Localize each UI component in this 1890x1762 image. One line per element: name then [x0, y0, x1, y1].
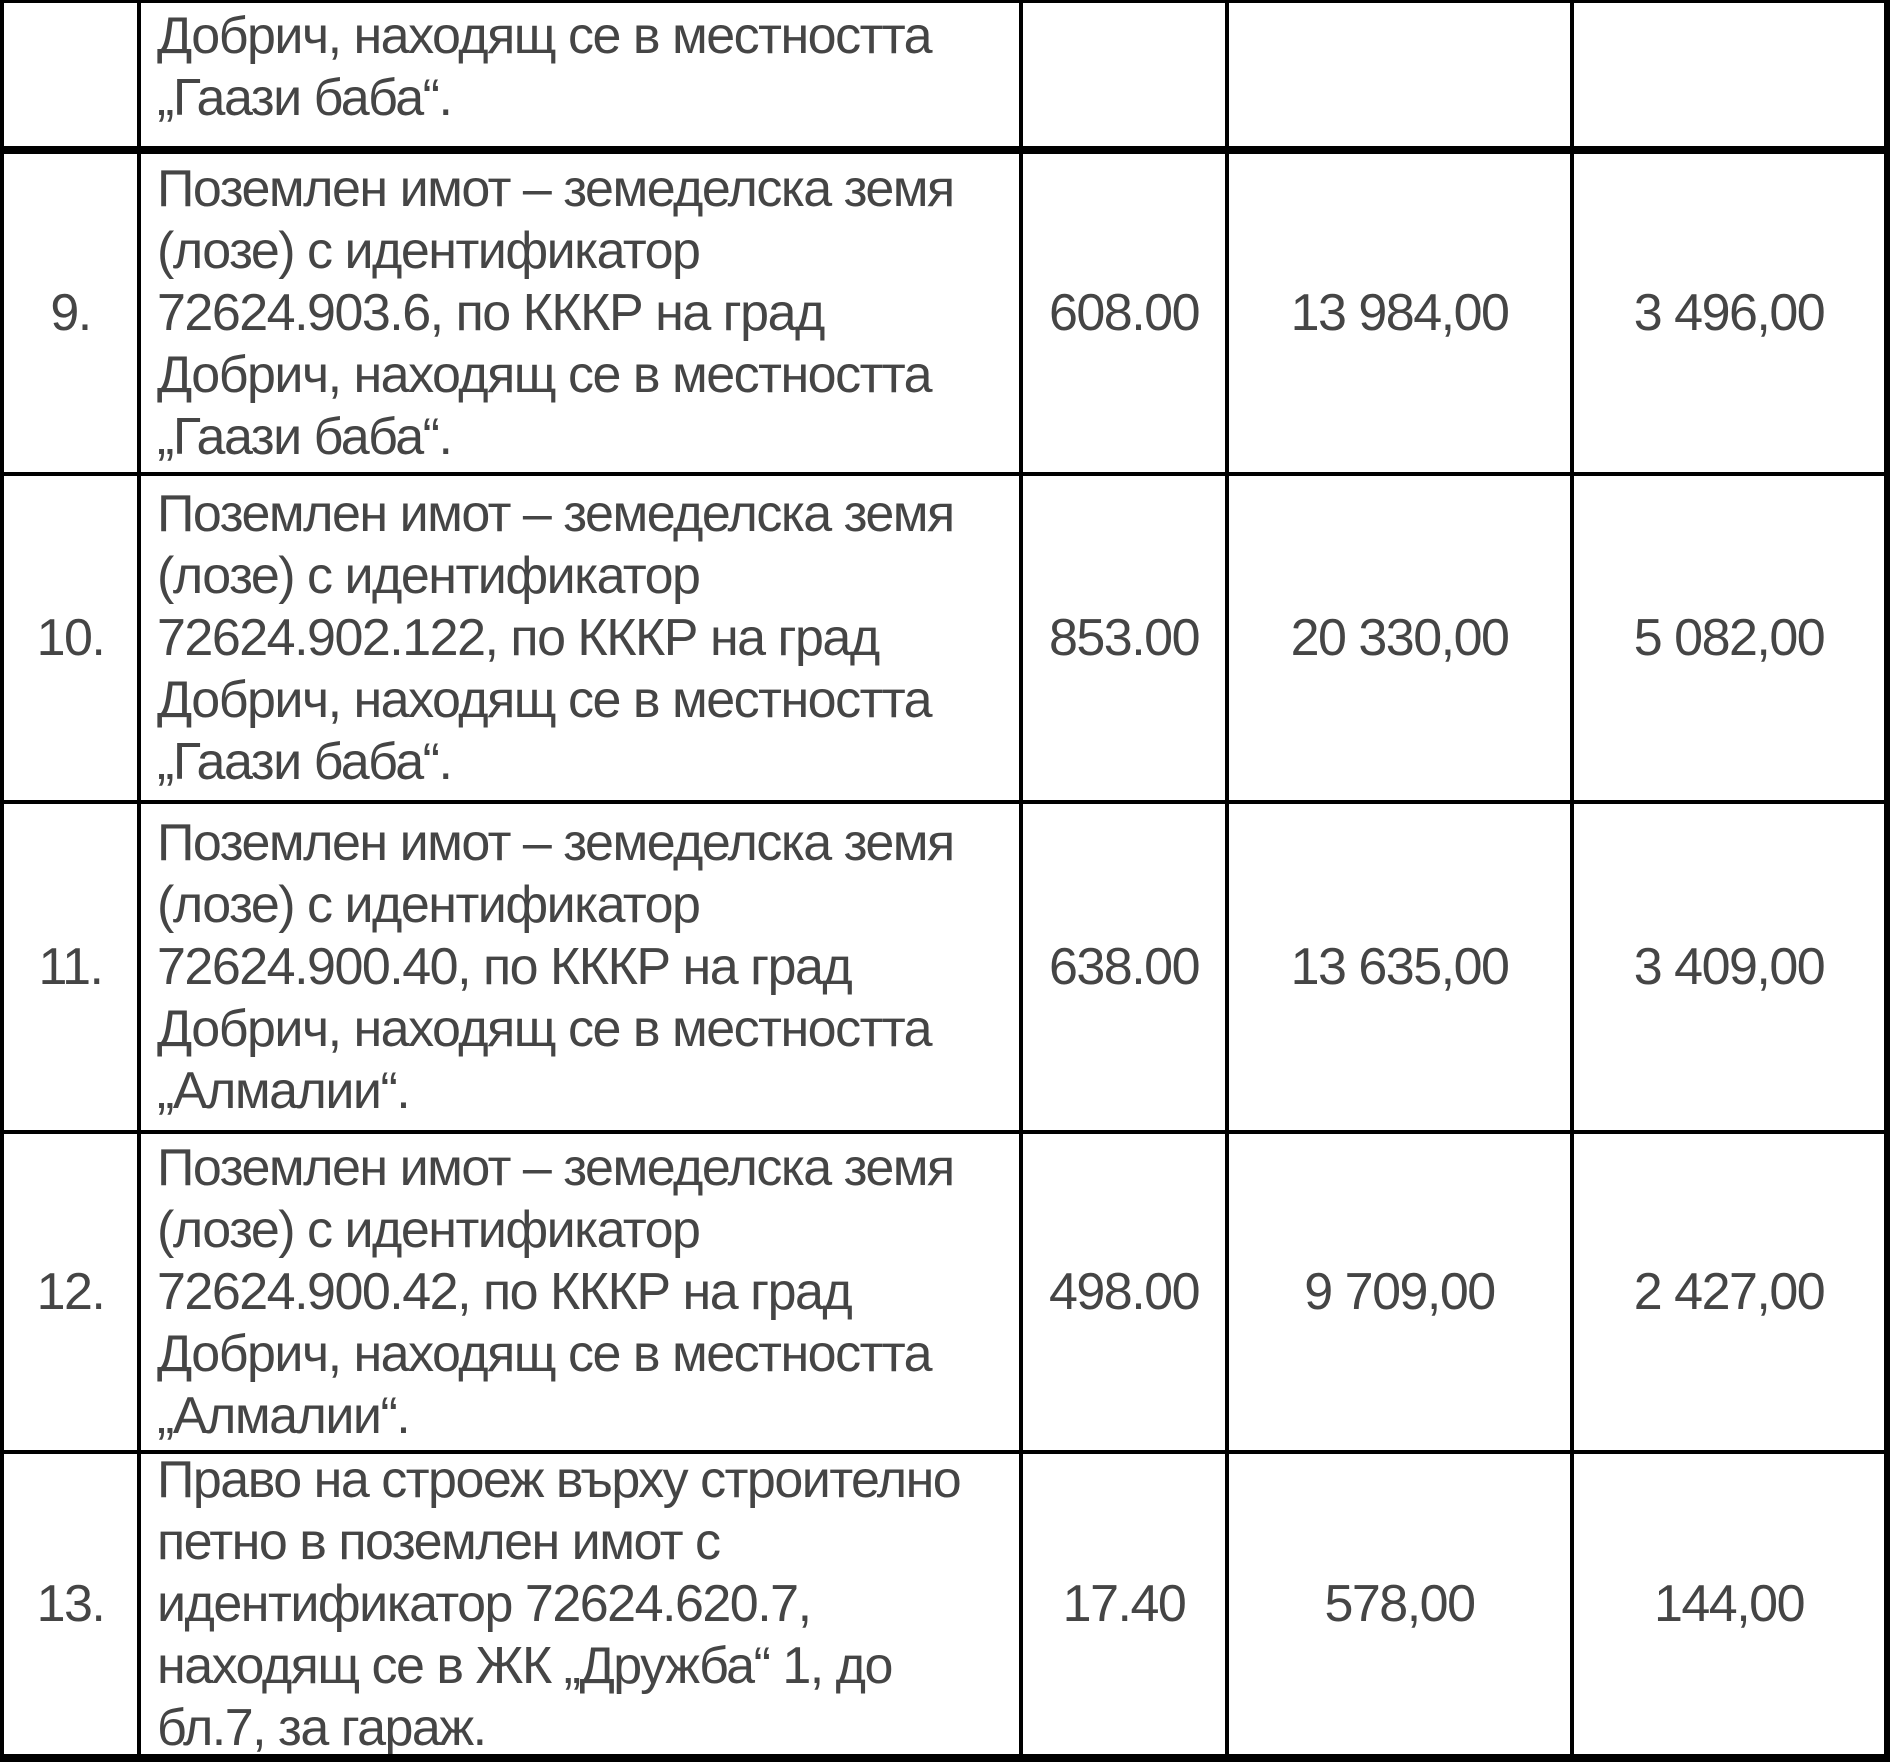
tax-cell: 3 409,00: [1574, 804, 1890, 1130]
tax-cell: 3 496,00: [1574, 154, 1890, 472]
table-row: 13. Право на строеж върху строително пет…: [0, 1454, 1890, 1762]
value-cell: 578,00: [1229, 1454, 1574, 1754]
description-cell: Поземлен имот – земеделска земя (лозе) с…: [141, 804, 1023, 1130]
table-row: 9. Поземлен имот – земеделска земя (лозе…: [0, 154, 1890, 476]
table-row: 12. Поземлен имот – земеделска земя (лоз…: [0, 1134, 1890, 1454]
description-cell: Поземлен имот – земеделска земя (лозе) с…: [141, 154, 1023, 472]
tax-cell: 2 427,00: [1574, 1134, 1890, 1450]
tax-cell: 144,00: [1574, 1454, 1890, 1754]
row-number-cell: 11.: [0, 804, 141, 1130]
value-cell: 13 984,00: [1229, 154, 1574, 472]
description-cell: Право на строеж върху строително петно в…: [141, 1454, 1023, 1754]
row-number-cell: 12.: [0, 1134, 141, 1450]
area-cell: 608.00: [1023, 154, 1229, 472]
area-cell: 638.00: [1023, 804, 1229, 1130]
value-cell: 13 635,00: [1229, 804, 1574, 1130]
row-number-cell: 9.: [0, 154, 141, 472]
value-cell: 9 709,00: [1229, 1134, 1574, 1450]
row-number-cell: 13.: [0, 1454, 141, 1754]
value-cell: 20 330,00: [1229, 476, 1574, 800]
area-cell: 17.40: [1023, 1454, 1229, 1754]
row-number-cell: [0, 3, 141, 146]
table-row: Добрич, находящ се в местността „Гаази б…: [0, 3, 1890, 154]
description-cell: Поземлен имот – земеделска земя (лозе) с…: [141, 1134, 1023, 1450]
area-cell: 853.00: [1023, 476, 1229, 800]
value-cell: [1229, 3, 1574, 146]
table-row: 10. Поземлен имот – земеделска земя (лоз…: [0, 476, 1890, 804]
row-number-cell: 10.: [0, 476, 141, 800]
description-cell: Поземлен имот – земеделска земя (лозе) с…: [141, 476, 1023, 800]
area-cell: [1023, 3, 1229, 146]
tax-cell: [1574, 3, 1890, 146]
tax-cell: 5 082,00: [1574, 476, 1890, 800]
area-cell: 498.00: [1023, 1134, 1229, 1450]
description-cell: Добрич, находящ се в местността „Гаази б…: [141, 3, 1023, 146]
table-row: 11. Поземлен имот – земеделска земя (лоз…: [0, 804, 1890, 1134]
